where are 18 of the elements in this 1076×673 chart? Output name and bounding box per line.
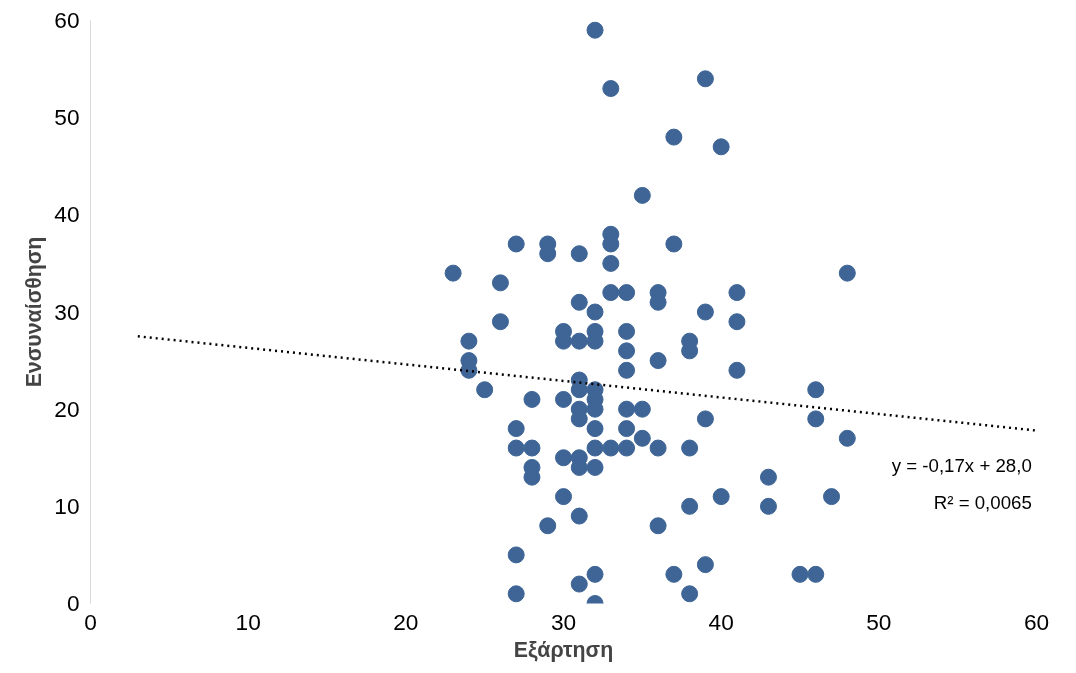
x-tick-label: 40 xyxy=(708,608,734,635)
y-tick-label: 30 xyxy=(54,298,80,325)
x-tick-label: 30 xyxy=(550,608,577,635)
x-tick-label: 60 xyxy=(1023,608,1050,635)
x-tick-label: 0 xyxy=(84,608,97,635)
y-tick-label: 50 xyxy=(54,104,80,131)
annotation: y = -0,17x + 28,0 xyxy=(891,455,1032,477)
x-tick-label: 10 xyxy=(235,608,261,635)
x-tick-label: 20 xyxy=(393,608,419,635)
x-axis-title: Εξάρτηση xyxy=(513,637,614,662)
y-tick-label: 40 xyxy=(54,201,80,228)
y-tick-label: 0 xyxy=(66,590,80,616)
annotation: R² = 0,0065 xyxy=(933,491,1032,513)
y-tick-label: 20 xyxy=(54,395,80,422)
x-tick-label: 50 xyxy=(866,608,892,635)
y-tick-label: 60 xyxy=(54,7,80,33)
y-tick-label: 10 xyxy=(54,492,80,519)
y-axis-title: Ενσυναίσθηση xyxy=(22,236,47,388)
